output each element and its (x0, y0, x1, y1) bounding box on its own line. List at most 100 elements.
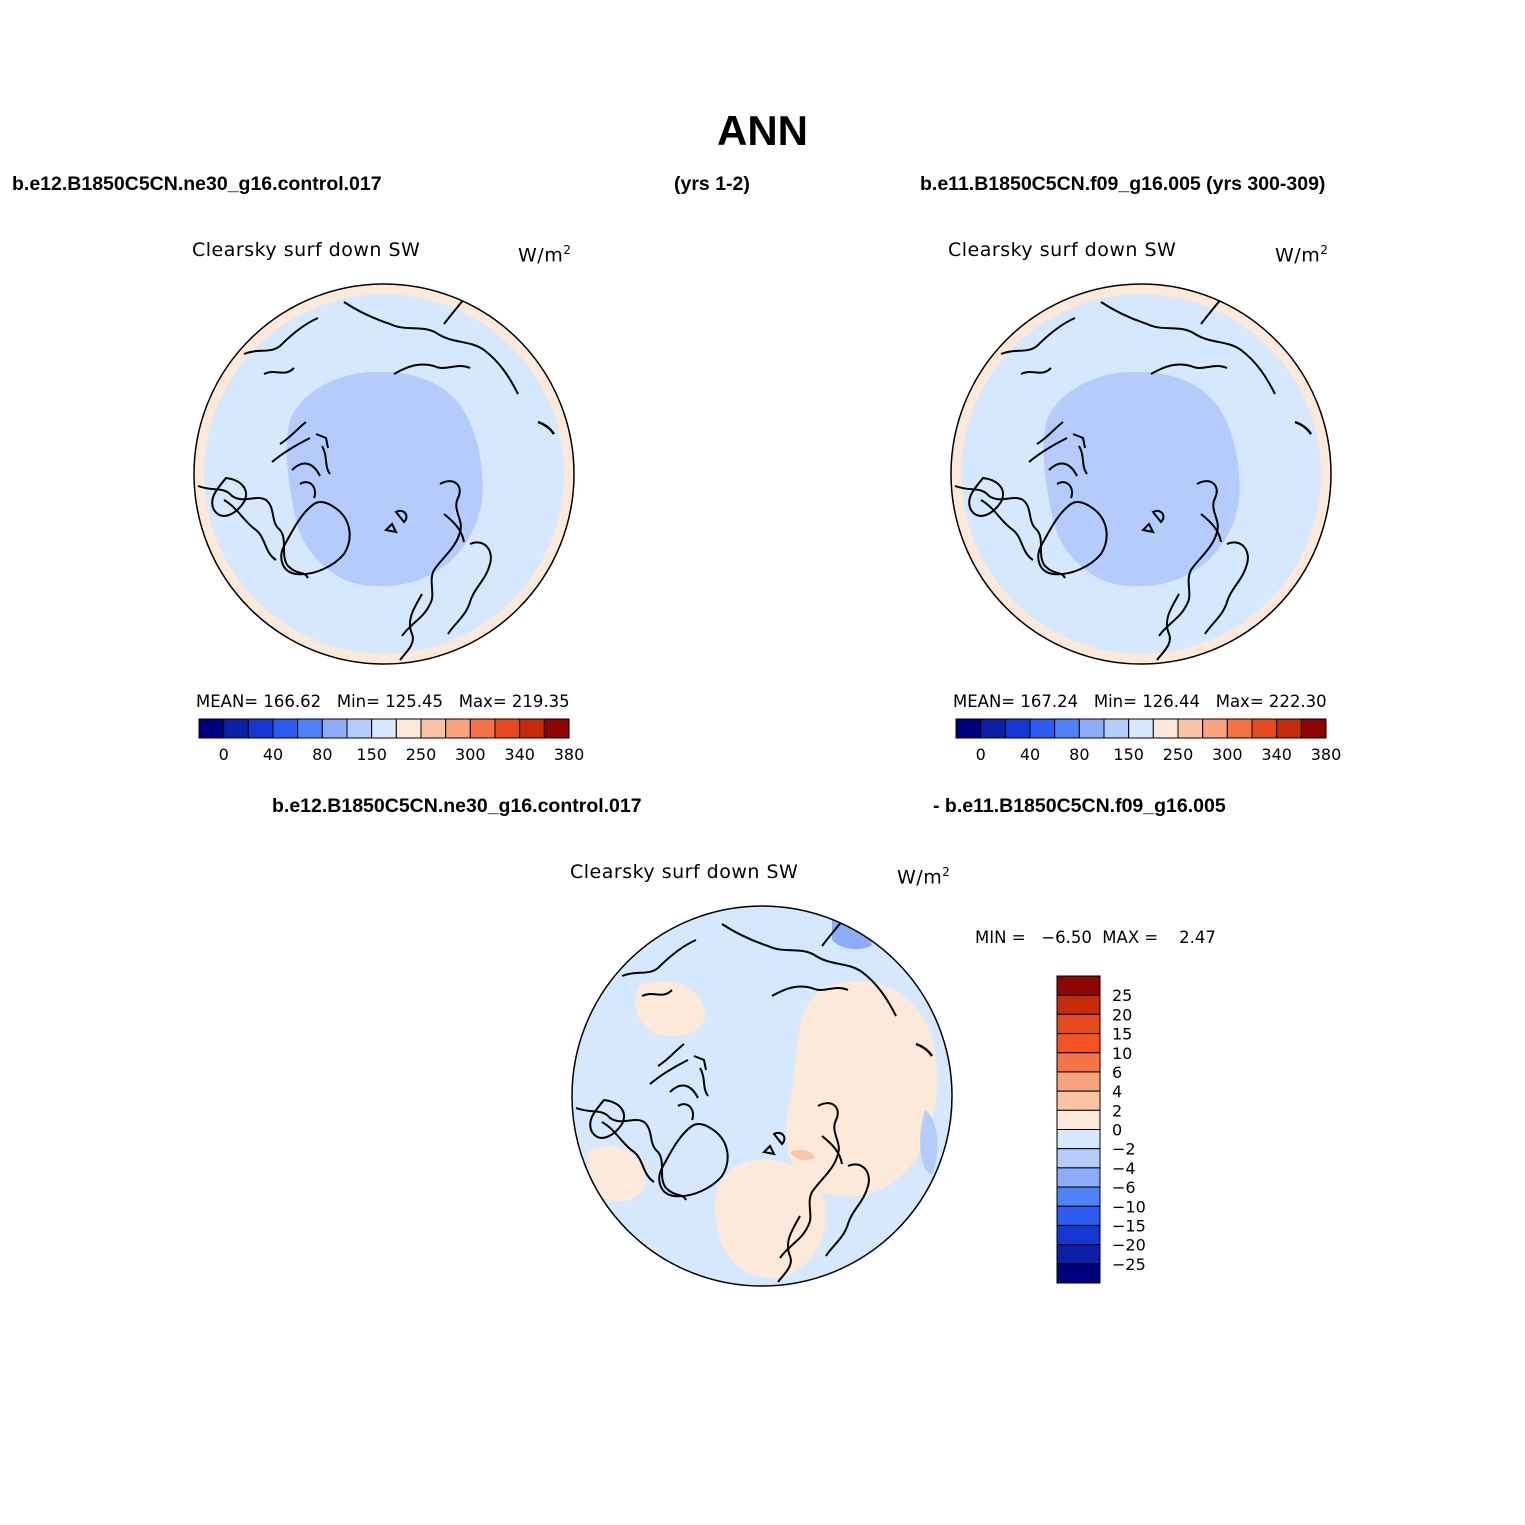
diff-colorbar-swatch (1056, 975, 1101, 996)
diff-negative-region-ne (832, 918, 872, 950)
panel1-colorbar-swatch (297, 718, 323, 739)
diff-negative-region-e (920, 1110, 938, 1175)
diff-positive-region-south (587, 1146, 646, 1202)
diff-positive-region-east (786, 981, 938, 1197)
panel2-stats: MEAN= 167.24 Min= 126.44 Max= 222.30 (953, 692, 1327, 711)
diff-colorbar-level-label: 10 (1112, 1044, 1132, 1063)
panel2-colorbar-swatch (1004, 718, 1031, 739)
diff-variable-title: Clearsky surf down SW (570, 861, 799, 883)
panel1-colorbar: 0 40 80 150 250 300 340 380 (198, 718, 585, 764)
panel1-colorbar-tick-label: 250 (406, 745, 437, 764)
diff-colorbar-swatch (1056, 1090, 1101, 1111)
diff-colorbar-swatch (1056, 1244, 1101, 1265)
panel2-arctic-region (1043, 371, 1240, 587)
panel1-colorbar-swatch (519, 718, 545, 739)
panel2-colorbar-tick-label: 340 (1261, 745, 1292, 764)
diff-colorbar-level-label: 20 (1112, 1005, 1132, 1024)
panel1-max: 219.35 (511, 692, 570, 711)
panel1-colorbar-tick-label: 300 (455, 745, 486, 764)
diff-colorbar-swatch (1056, 1052, 1101, 1073)
panel2-colorbar-swatch (1251, 718, 1278, 739)
panel1-units: W/m2 (518, 243, 572, 267)
diff-colorbar-swatch (1056, 1129, 1101, 1150)
panel1-colorbar-tick-label: 40 (263, 745, 283, 764)
diff-positive2-spot (790, 1150, 815, 1160)
diff-units: W/m2 (897, 865, 951, 889)
panel2-variable-title: Clearsky surf down SW (948, 239, 1177, 261)
panel1-stats: MEAN= 166.62 Min= 125.45 Max= 219.35 (196, 692, 570, 711)
diff-colorbar-level-label: −2 (1112, 1140, 1136, 1159)
case1-years-header: (yrs 1-2) (674, 173, 750, 195)
diff-colorbar-swatch (1056, 1071, 1101, 1092)
panel2-colorbar-swatch (1226, 718, 1253, 739)
diff-colorbar-swatch (1056, 1148, 1101, 1169)
panel2-colorbar: 0 40 80 150 250 300 340 380 (955, 718, 1342, 764)
panel2-colorbar-tick-label: 380 (1311, 745, 1342, 764)
panel1-colorbar-tick-label: 340 (504, 745, 535, 764)
panel1-colorbar-tick-label: 0 (219, 745, 229, 764)
panel2-colorbar-tick-label: 250 (1163, 745, 1194, 764)
diff-colorbar-swatch (1056, 1263, 1101, 1284)
diff-colorbar-level-label: −4 (1112, 1159, 1136, 1178)
panel2-colorbar-swatch (980, 718, 1006, 739)
diff-colorbar-level-label: −15 (1112, 1216, 1146, 1235)
panel1-colorbar-tick-label: 80 (312, 745, 332, 764)
diff-colorbar-swatch (1056, 1167, 1101, 1188)
panel1-variable-title: Clearsky surf down SW (192, 239, 421, 261)
panel1-colorbar-swatch (371, 718, 397, 739)
panel2-colorbar-swatch (1202, 718, 1228, 739)
diff-colorbar-swatch (1056, 1186, 1101, 1207)
diff-colorbar-level-label: −20 (1112, 1236, 1146, 1255)
panel2-colorbar-tick-label: 80 (1069, 745, 1089, 764)
diff-colorbar-level-label: −6 (1112, 1178, 1136, 1197)
panel2-colorbar-swatch (1276, 718, 1302, 739)
diff-case2-header: - b.e11.B1850C5CN.f09_g16.005 (933, 795, 1226, 817)
diff-map (572, 906, 952, 1286)
panel2-min: 126.44 (1142, 692, 1200, 711)
diff-colorbar-level-label: 4 (1112, 1082, 1122, 1101)
panel2-colorbar-swatch (1054, 718, 1080, 739)
panel2-mean: 167.24 (1020, 692, 1079, 711)
panel1-colorbar-swatch (272, 718, 299, 739)
diff-colorbar-swatch (1056, 1224, 1101, 1246)
panel1-map (194, 284, 574, 664)
diff-case1-header: b.e12.B1850C5CN.ne30_g16.control.017 (272, 795, 642, 817)
panel1-colorbar-swatch (346, 718, 373, 739)
diff-colorbar-swatch (1056, 1013, 1101, 1035)
diff-colorbar-level-label: 15 (1112, 1025, 1132, 1044)
panel2-colorbar-tick-label: 0 (976, 745, 986, 764)
panel2-colorbar-swatch (1078, 718, 1105, 739)
diff-colorbar-level-label: −25 (1112, 1255, 1146, 1274)
panel2-colorbar-swatch (1152, 718, 1179, 739)
case1-header: b.e12.B1850C5CN.ne30_g16.control.017 (12, 173, 382, 195)
diff-minmax: MIN = −6.50 MAX = 2.47 (975, 928, 1216, 947)
panel2-colorbar-swatch (1103, 718, 1130, 739)
diff-colorbar-level-label: 25 (1112, 986, 1132, 1005)
diff-colorbar-level-label: 0 (1112, 1121, 1122, 1140)
panel2-colorbar-swatch (1029, 718, 1056, 739)
panel2-colorbar-swatch (955, 718, 982, 739)
panel1-colorbar-swatch (247, 718, 274, 739)
panel1-colorbar-swatch (494, 718, 521, 739)
panel1-colorbar-swatch (395, 718, 422, 739)
diff-colorbar-swatch (1056, 1109, 1101, 1130)
panel2-units: W/m2 (1275, 243, 1329, 267)
panel1-colorbar-tick-label: 380 (554, 745, 585, 764)
panel2-colorbar-tick-label: 150 (1113, 745, 1144, 764)
panel1-colorbar-tick-label: 150 (356, 745, 387, 764)
diff-colorbar-swatch (1056, 994, 1101, 1015)
panel2-max: 222.30 (1268, 692, 1327, 711)
diff-colorbar-level-label: 2 (1112, 1101, 1122, 1120)
panel2-colorbar-swatch (1128, 718, 1154, 739)
diff-colorbar-level-label: −10 (1112, 1197, 1146, 1216)
panel2-colorbar-swatch (1300, 718, 1327, 739)
panel2-map (951, 284, 1331, 664)
panel1-colorbar-swatch (469, 718, 496, 739)
diff-positive-region-europe (714, 1159, 826, 1279)
panel1-colorbar-swatch (543, 718, 570, 739)
panel1-min: 125.45 (385, 692, 443, 711)
panel2-colorbar-tick-label: 300 (1212, 745, 1243, 764)
panel1-colorbar-swatch (420, 718, 447, 739)
panel1-colorbar-swatch (198, 718, 225, 739)
